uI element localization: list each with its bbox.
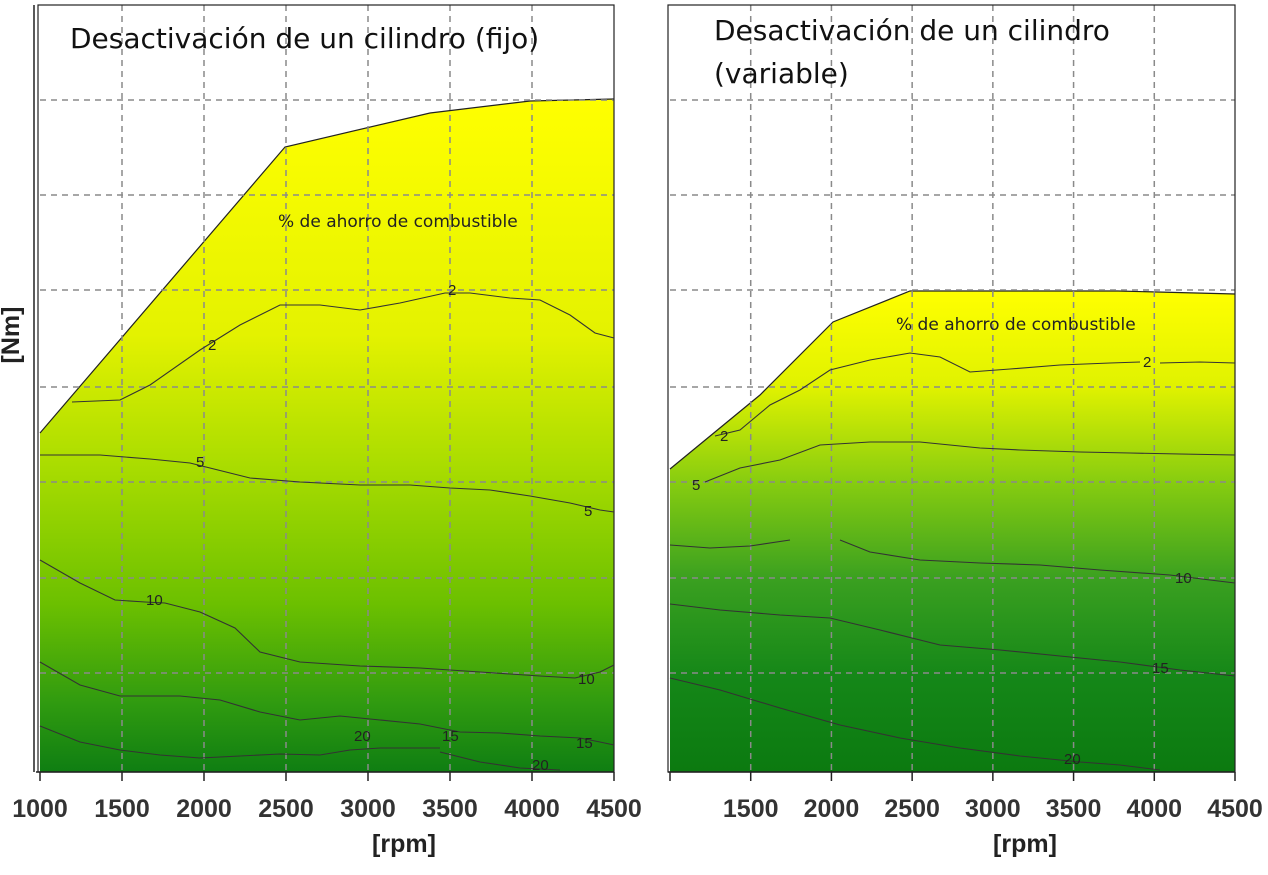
contour-label: 10 <box>578 671 595 688</box>
x-tick-label: 2500 <box>258 795 314 823</box>
contour-label: 15 <box>576 735 593 752</box>
contour-5 <box>704 441 1236 483</box>
x-tick-label: 1500 <box>723 795 779 823</box>
x-tick-label: 2000 <box>804 795 860 823</box>
x-tick-label: 3000 <box>340 795 396 823</box>
grid <box>670 5 1235 772</box>
contour-10-b <box>839 539 1236 584</box>
contour-label: 5 <box>196 454 204 471</box>
x-tick-label: 4500 <box>586 795 642 823</box>
contour-20-a <box>39 725 440 759</box>
contour-label: 20 <box>1064 751 1081 768</box>
fuel-saving-region <box>670 291 1235 772</box>
x-tick-label: 1000 <box>12 795 68 823</box>
x-tick-label: 4000 <box>1126 795 1182 823</box>
x-axis-label: [rpm] <box>372 830 436 858</box>
region-label: % de ahorro de combustible <box>896 315 1136 335</box>
chart-title-line-1: Desactivación de un cilindro <box>714 14 1110 47</box>
contour-10-a <box>669 539 791 549</box>
contour-label: 2 <box>448 282 456 299</box>
contour-lines <box>669 352 1236 771</box>
contour-2 <box>71 292 615 403</box>
x-tick-label: 1500 <box>94 795 150 823</box>
contour-label: 15 <box>442 728 459 745</box>
contour-20-b <box>439 751 561 771</box>
contour-label: 2 <box>720 428 728 445</box>
contour-label: 2 <box>208 337 216 354</box>
panel-fixed: 2 2 5 5 10 10 20 15 15 20 Desactivación … <box>0 4 642 858</box>
x-ticks <box>669 772 1236 781</box>
x-tick-labels: 1000 1500 2000 2500 3000 3500 4000 4500 <box>12 795 642 823</box>
x-tick-label: 3500 <box>422 795 478 823</box>
contour-label: 10 <box>146 592 163 609</box>
chart-title: Desactivación de un cilindro (fijo) <box>70 22 539 55</box>
contour-label: 20 <box>354 728 371 745</box>
contour-lines <box>39 292 615 771</box>
contour-label: 15 <box>1152 660 1169 677</box>
contour-10-a <box>39 559 615 679</box>
x-ticks <box>39 772 615 781</box>
x-tick-label: 4000 <box>504 795 560 823</box>
contour-labels: 2 2 5 5 10 10 20 15 15 20 <box>146 282 595 774</box>
region-label: % de ahorro de combustible <box>278 212 518 232</box>
contour-labels: 2 2 5 10 15 20 <box>692 354 1192 768</box>
x-tick-label: 3500 <box>1046 795 1102 823</box>
x-tick-label: 4500 <box>1207 795 1263 823</box>
x-axis-label: [rpm] <box>993 830 1057 858</box>
contour-20 <box>669 677 1161 771</box>
contour-label: 10 <box>1175 570 1192 587</box>
contour-15-a <box>39 661 615 746</box>
chart-title-line-2: (variable) <box>714 57 849 90</box>
contour-2-b <box>1159 361 1236 364</box>
x-tick-label: 2500 <box>884 795 940 823</box>
x-tick-label: 3000 <box>965 795 1021 823</box>
fuel-saving-region <box>40 99 614 772</box>
torque-limit-line <box>669 290 1236 470</box>
panel-variable: 2 2 5 10 15 20 Desactivación de un cilin… <box>667 4 1263 858</box>
contour-15 <box>669 603 1236 677</box>
contour-label: 5 <box>692 477 700 494</box>
contour-2-a <box>714 352 1141 437</box>
contour-label: 5 <box>584 503 592 520</box>
grid <box>40 5 614 772</box>
x-tick-label: 2000 <box>176 795 232 823</box>
contour-label: 20 <box>532 757 549 774</box>
y-axis-label: [Nm] <box>0 307 25 364</box>
x-tick-labels: 1500 2000 2500 3000 3500 4000 4500 <box>723 795 1263 823</box>
contour-label: 2 <box>1143 354 1151 371</box>
contour-5 <box>40 454 615 513</box>
